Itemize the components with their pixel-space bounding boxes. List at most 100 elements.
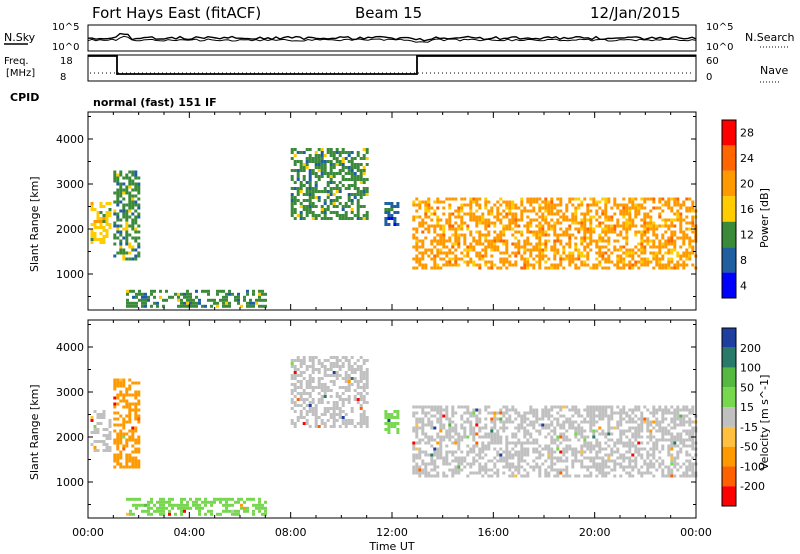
power-cell xyxy=(469,203,473,207)
velocity-cell xyxy=(628,450,632,454)
power-cell xyxy=(171,295,174,299)
power-cell xyxy=(326,196,330,199)
power-cell xyxy=(390,217,394,220)
velocity-cell xyxy=(682,438,686,442)
power-cell xyxy=(329,202,333,205)
velocity-cell xyxy=(646,441,650,445)
power-cell xyxy=(246,304,249,308)
velocity-cell xyxy=(556,468,560,472)
velocity-cell xyxy=(125,465,129,469)
power-cell xyxy=(344,187,348,190)
power-cell xyxy=(225,295,228,299)
power-cell xyxy=(125,203,129,207)
velocity-cell xyxy=(631,408,635,412)
power-cell xyxy=(347,217,351,220)
velocity-cell xyxy=(571,447,575,451)
power-cell xyxy=(622,212,626,216)
power-cell xyxy=(116,212,120,216)
velocity-cell xyxy=(505,453,509,457)
velocity-cell xyxy=(580,432,584,436)
velocity-cell xyxy=(454,468,458,472)
power-cell xyxy=(302,175,306,178)
time-tick-label: 08:00 xyxy=(275,526,307,539)
velocity-cell xyxy=(550,447,554,451)
velocity-cell xyxy=(463,411,467,415)
power-cell xyxy=(562,218,566,222)
power-cell xyxy=(204,289,207,293)
velocity-cell xyxy=(511,432,515,436)
velocity-cell xyxy=(308,401,312,404)
power-cell xyxy=(685,263,689,267)
velocity-cell xyxy=(347,362,351,365)
power-cell xyxy=(344,205,348,208)
power-cell xyxy=(113,212,117,216)
velocity-cell xyxy=(332,371,336,374)
velocity-cell xyxy=(338,374,342,377)
freq-unit-label: [MHz] xyxy=(6,68,35,79)
velocity-cell xyxy=(628,474,632,478)
velocity-cell xyxy=(607,456,611,460)
power-cell xyxy=(580,251,584,255)
power-cell xyxy=(529,230,533,234)
velocity-cell xyxy=(691,465,695,469)
power-cell xyxy=(122,215,126,219)
power-cell xyxy=(125,188,129,192)
power-cell xyxy=(153,289,156,293)
velocity-cell xyxy=(421,462,425,466)
power-cell xyxy=(688,239,692,243)
velocity-cell xyxy=(679,447,683,451)
velocity-cell xyxy=(613,450,617,454)
power-cell xyxy=(640,248,644,252)
velocity-cell xyxy=(565,456,569,460)
velocity-cell xyxy=(421,405,425,409)
velocity-cell xyxy=(502,405,506,409)
velocity-cell xyxy=(252,497,255,501)
velocity-cell xyxy=(532,426,536,430)
power-cell xyxy=(469,215,473,219)
velocity-cell xyxy=(667,432,671,436)
power-cell xyxy=(384,211,388,214)
velocity-cell xyxy=(344,356,348,359)
power-cell xyxy=(598,251,602,255)
velocity-cell xyxy=(445,459,449,463)
velocity-cell xyxy=(264,506,267,510)
power-cell xyxy=(338,163,342,166)
velocity-cell xyxy=(634,438,638,442)
power-cell xyxy=(562,230,566,234)
power-cell xyxy=(387,223,391,226)
power-cell xyxy=(586,257,590,261)
power-cell xyxy=(583,239,587,243)
velocity-cell xyxy=(628,426,632,430)
velocity-cell xyxy=(658,450,662,454)
power-cell xyxy=(359,172,363,175)
power-cell xyxy=(168,295,171,299)
power-cell xyxy=(466,248,470,252)
velocity-cell xyxy=(634,420,638,424)
noise-right-bottom-tick: 10^0 xyxy=(706,42,733,53)
velocity-cell xyxy=(613,426,617,430)
velocity-cell xyxy=(682,417,686,421)
velocity-cell xyxy=(427,423,431,427)
power-cell xyxy=(673,212,677,216)
velocity-cell xyxy=(565,468,569,472)
power-cell xyxy=(290,157,294,160)
power-cell xyxy=(350,166,354,169)
power-cell xyxy=(365,193,369,196)
velocity-cell xyxy=(451,450,455,454)
power-cell xyxy=(317,166,321,169)
power-region-near-range-echo xyxy=(126,289,267,308)
velocity-cell xyxy=(553,432,557,436)
power-cell xyxy=(502,257,506,261)
power-cell xyxy=(96,214,100,217)
velocity-cell xyxy=(604,471,608,475)
power-cell xyxy=(688,197,692,201)
velocity-cell xyxy=(646,465,650,469)
power-cell xyxy=(571,203,575,207)
velocity-cell xyxy=(308,404,312,407)
velocity-cell xyxy=(598,441,602,445)
power-cell xyxy=(598,254,602,258)
velocity-cell xyxy=(362,395,366,398)
power-cell xyxy=(116,194,120,198)
power-cell xyxy=(442,236,446,240)
velocity-cell xyxy=(457,441,461,445)
